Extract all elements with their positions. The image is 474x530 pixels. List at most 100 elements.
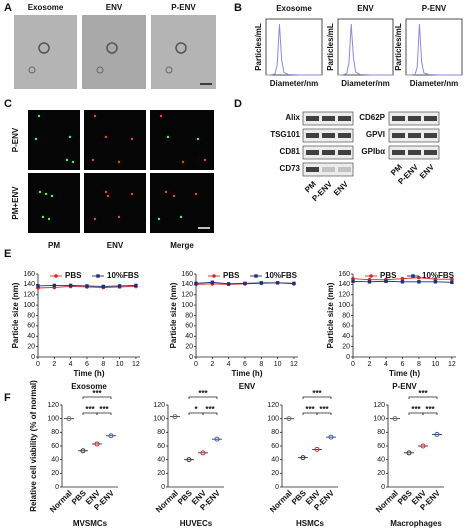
image-label: Exosome <box>28 3 64 12</box>
vesicle <box>96 66 104 74</box>
x-tick-label: 2 <box>368 361 372 368</box>
particle <box>47 217 51 221</box>
particle <box>38 190 42 194</box>
y-axis-label: Particles/mL <box>326 23 335 71</box>
x-tick-label: 6 <box>85 361 89 368</box>
y-tick-label: 20 <box>271 470 279 477</box>
significance: *** <box>205 405 215 414</box>
fluorescence-image <box>150 173 214 233</box>
y-tick-label: 60 <box>377 443 385 450</box>
y-tick-label: 60 <box>185 323 193 330</box>
column-label: Merge <box>170 241 194 250</box>
marker <box>226 282 231 286</box>
significance: *** <box>411 405 421 414</box>
y-tick-label: 100 <box>47 416 59 423</box>
x-tick-label: 10 <box>432 361 440 368</box>
axis <box>352 274 456 358</box>
line <box>406 24 462 76</box>
band <box>408 116 421 121</box>
panel-label: F <box>4 392 11 404</box>
axis <box>195 274 298 358</box>
particle <box>50 194 54 198</box>
particle <box>65 158 69 162</box>
y-tick-label: 80 <box>51 429 59 436</box>
marker <box>275 281 280 285</box>
marker <box>101 284 105 289</box>
column-label: PM <box>48 241 60 250</box>
y-tick-label: 120 <box>181 292 193 299</box>
marker <box>210 280 215 284</box>
y-tick-label: 20 <box>51 470 59 477</box>
y-tick-label: 0 <box>189 354 193 361</box>
significance: *** <box>85 405 95 414</box>
y-axis-label: Particles/mL <box>254 23 263 71</box>
particle <box>93 114 97 118</box>
chart-title: P-ENV <box>422 4 447 13</box>
y-axis-label: Particles/mL <box>394 23 403 71</box>
band <box>322 116 335 121</box>
band <box>306 133 319 138</box>
chart-title: P-ENV <box>392 382 417 391</box>
legend-marker <box>411 274 415 278</box>
legend-label: 10%FBS <box>265 271 298 280</box>
significance: *** <box>425 405 435 414</box>
marker <box>292 281 296 286</box>
band <box>424 116 437 121</box>
band <box>392 116 405 121</box>
y-tick-label: 160 <box>338 271 350 278</box>
dot <box>186 457 192 463</box>
dot <box>392 416 398 422</box>
band <box>306 116 319 121</box>
bracket <box>422 412 438 415</box>
dot <box>328 434 334 440</box>
y-tick-label: 60 <box>51 443 59 450</box>
bracket <box>96 412 112 415</box>
y-tick-label: 160 <box>23 271 35 278</box>
blot-label: CD81 <box>280 147 301 156</box>
plot-frame <box>405 18 463 76</box>
particle <box>164 190 168 194</box>
fluorescence-image <box>28 173 80 233</box>
panel-label: A <box>4 2 12 14</box>
band <box>322 150 335 155</box>
marker <box>52 283 57 288</box>
fluorescence-image <box>84 173 146 233</box>
marker <box>433 280 438 284</box>
y-tick-label: 80 <box>271 429 279 436</box>
bracket <box>302 396 332 399</box>
significance: *** <box>99 405 109 414</box>
band <box>338 167 351 172</box>
bracket <box>202 412 218 415</box>
particle <box>157 217 161 221</box>
blot-label: CD73 <box>280 164 301 173</box>
y-tick-label: 100 <box>373 416 385 423</box>
y-tick-label: 120 <box>373 402 385 409</box>
image-label: P-ENV <box>171 3 196 12</box>
vesicle <box>106 42 118 54</box>
line <box>338 24 393 76</box>
dot <box>108 433 114 439</box>
legend-label: 10%FBS <box>422 271 455 280</box>
legend-marker <box>96 274 100 278</box>
band <box>338 150 351 155</box>
particle <box>130 192 134 196</box>
y-tick-label: 120 <box>267 402 279 409</box>
particle <box>68 135 72 139</box>
particle <box>104 190 108 194</box>
x-tick-label: 4 <box>384 361 388 368</box>
y-tick-label: 40 <box>342 333 350 340</box>
x-tick-label: 6 <box>400 361 404 368</box>
panel-label: D <box>234 98 242 110</box>
vesicle <box>175 42 187 54</box>
y-tick-label: 0 <box>31 354 35 361</box>
lane-label: ENV <box>332 179 350 197</box>
y-tick-label: 40 <box>271 457 279 464</box>
y-tick-label: 40 <box>27 333 35 340</box>
y-tick-label: 100 <box>338 302 350 309</box>
x-axis-label: Time (h) <box>389 369 420 378</box>
y-tick-label: 140 <box>181 281 193 288</box>
y-tick-label: 120 <box>338 292 350 299</box>
y-tick-label: 40 <box>51 457 59 464</box>
marker <box>384 279 388 283</box>
y-tick-label: 0 <box>381 484 385 491</box>
